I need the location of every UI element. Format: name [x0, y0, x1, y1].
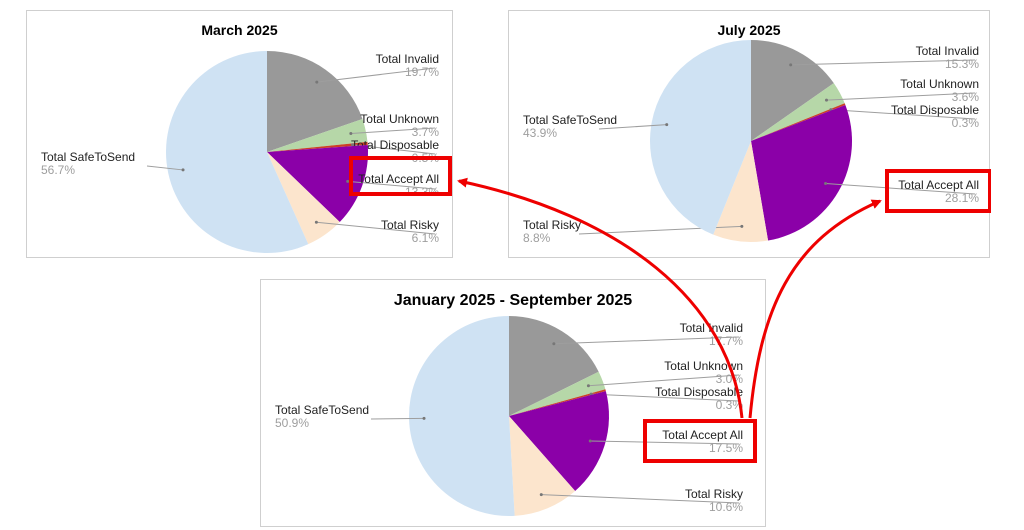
- slice-label: Total Accept All: [898, 178, 979, 192]
- slice-label: Total Unknown: [664, 359, 743, 373]
- pie-slice-total-risky: [267, 152, 340, 245]
- leader-dot: [586, 384, 590, 388]
- slice-label: Total SafeToSend: [275, 403, 369, 417]
- leader-dot: [789, 63, 793, 67]
- slice-percent: 8.8%: [523, 231, 551, 245]
- chart-title: July 2025: [717, 22, 781, 38]
- slice-percent: 17.7%: [709, 334, 743, 348]
- leader-line: [316, 221, 436, 235]
- slice-percent: 3.6%: [952, 90, 980, 104]
- leader-line: [316, 67, 436, 83]
- pie-slice-total-safetosend: [408, 316, 515, 516]
- slice-label: Total Unknown: [900, 77, 979, 91]
- pie-slice-total-accept-all: [267, 145, 368, 223]
- slice-label: Total Risky: [523, 218, 581, 232]
- slice-percent: 10.6%: [709, 500, 743, 514]
- leader-line: [826, 92, 976, 101]
- slice-label: Total Accept All: [358, 172, 439, 186]
- chart-title: March 2025: [201, 22, 278, 38]
- slice-label: Total SafeToSend: [523, 113, 617, 127]
- leader-dot: [740, 224, 744, 228]
- slice-label: Total SafeToSend: [41, 150, 135, 164]
- slice-percent: 17.5%: [709, 441, 743, 455]
- slice-percent: 3.0%: [716, 372, 744, 386]
- leader-dot: [422, 416, 426, 420]
- slice-percent: 15.3%: [945, 57, 979, 71]
- slice-label: Total Disposable: [655, 385, 743, 399]
- leader-dot: [181, 168, 185, 172]
- pie-slice-total-invalid: [267, 51, 363, 152]
- leader-dot: [824, 98, 828, 102]
- slice-percent: 6.1%: [412, 231, 440, 245]
- pie-slice-total-unknown: [267, 118, 368, 152]
- slice-label: Total Invalid: [916, 44, 979, 58]
- leader-line: [598, 124, 667, 130]
- chart-panel-year: January 2025 - September 2025 Total Inva…: [260, 279, 766, 527]
- leader-dot: [351, 143, 355, 147]
- leader-dot: [346, 179, 350, 183]
- chart-panel-july: July 2025 Total Invalid 15.3% Total Unknow…: [508, 10, 991, 258]
- leader-line: [350, 127, 436, 135]
- leader-line: [590, 440, 740, 445]
- highlight-box: [349, 156, 452, 196]
- leader-line: [146, 165, 184, 171]
- slice-label: Total Unknown: [360, 112, 439, 126]
- slice-label: Total Disposable: [351, 138, 439, 152]
- leader-line: [790, 59, 976, 66]
- highlight-box: [643, 419, 757, 463]
- slice-label: Total Invalid: [376, 52, 439, 66]
- slice-label: Total Accept All: [662, 428, 743, 442]
- slice-label: Total Disposable: [891, 103, 979, 117]
- pie-slice-total-unknown: [751, 83, 845, 141]
- leader-line: [830, 109, 976, 120]
- leader-line: [825, 183, 976, 195]
- leader-dot: [539, 493, 543, 497]
- leader-dot: [314, 220, 318, 224]
- pie-slice-total-disposable: [751, 103, 846, 141]
- slice-percent: 28.1%: [945, 191, 979, 205]
- leader-dot: [349, 132, 353, 136]
- leader-dot: [665, 123, 669, 127]
- leader-dot: [315, 80, 319, 84]
- slice-percent: 3.7%: [412, 125, 440, 139]
- leader-dot: [588, 439, 592, 443]
- slice-percent: 56.7%: [41, 163, 75, 177]
- leader-line: [541, 494, 740, 504]
- slice-percent: 19.7%: [405, 65, 439, 79]
- chart-panel-march: March 2025 Total Invalid 19.7% Total Unkno…: [26, 10, 453, 258]
- pie-slice-total-safetosend: [165, 51, 309, 253]
- slice-percent: 0.3%: [952, 116, 980, 130]
- pie-slice-total-disposable: [267, 141, 368, 152]
- pie-slice-total-risky: [509, 416, 576, 516]
- leader-line: [370, 417, 425, 420]
- slice-percent: 0.3%: [716, 398, 744, 412]
- slice-label: Total Risky: [381, 218, 439, 232]
- leader-dot: [552, 342, 556, 346]
- pie-slice-total-invalid: [751, 40, 834, 141]
- slice-percent: 50.9%: [275, 416, 309, 430]
- slice-label: Total Invalid: [680, 321, 743, 335]
- leader-dot: [824, 182, 828, 186]
- slice-label: Total Risky: [685, 487, 743, 501]
- highlight-box: [885, 169, 991, 213]
- slice-percent: 43.9%: [523, 126, 557, 140]
- leader-line: [347, 180, 436, 190]
